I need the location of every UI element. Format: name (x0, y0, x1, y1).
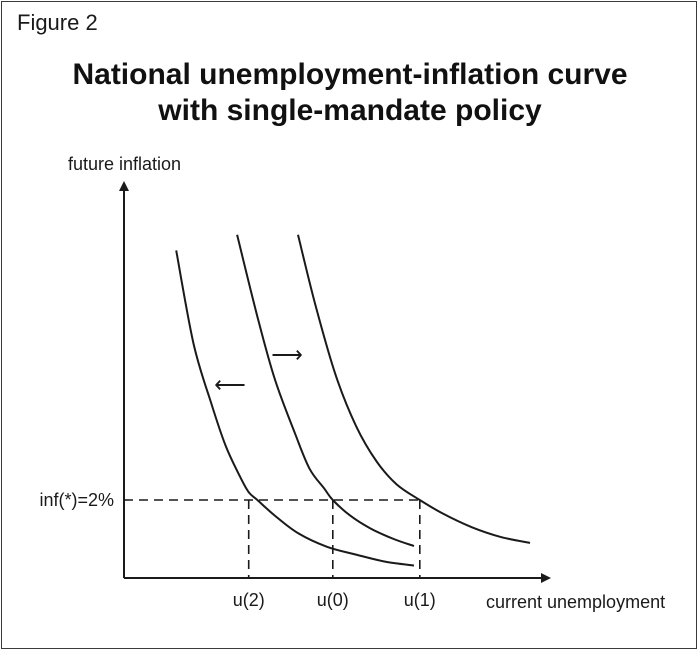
target-inflation-label: inf(*)=2% (39, 490, 114, 510)
curve-left (175, 250, 415, 567)
x-tick-label: u(1) (404, 590, 436, 610)
x-tick-label: u(2) (233, 590, 265, 610)
curve-right (297, 234, 531, 544)
chart-title-line-1: National unemployment-inflation curve (72, 58, 628, 91)
shift-arrow-left: ⟵ (214, 372, 246, 397)
chart-title-line-2: with single-mandate policy (158, 94, 542, 127)
shift-arrow-right: ⟶ (271, 342, 303, 367)
figure-label: Figure 2 (17, 10, 98, 35)
y-axis-label: future inflation (68, 154, 181, 174)
x-axis-label: current unemployment (486, 592, 665, 612)
x-tick-label: u(0) (317, 590, 349, 610)
curve-middle (236, 234, 415, 547)
